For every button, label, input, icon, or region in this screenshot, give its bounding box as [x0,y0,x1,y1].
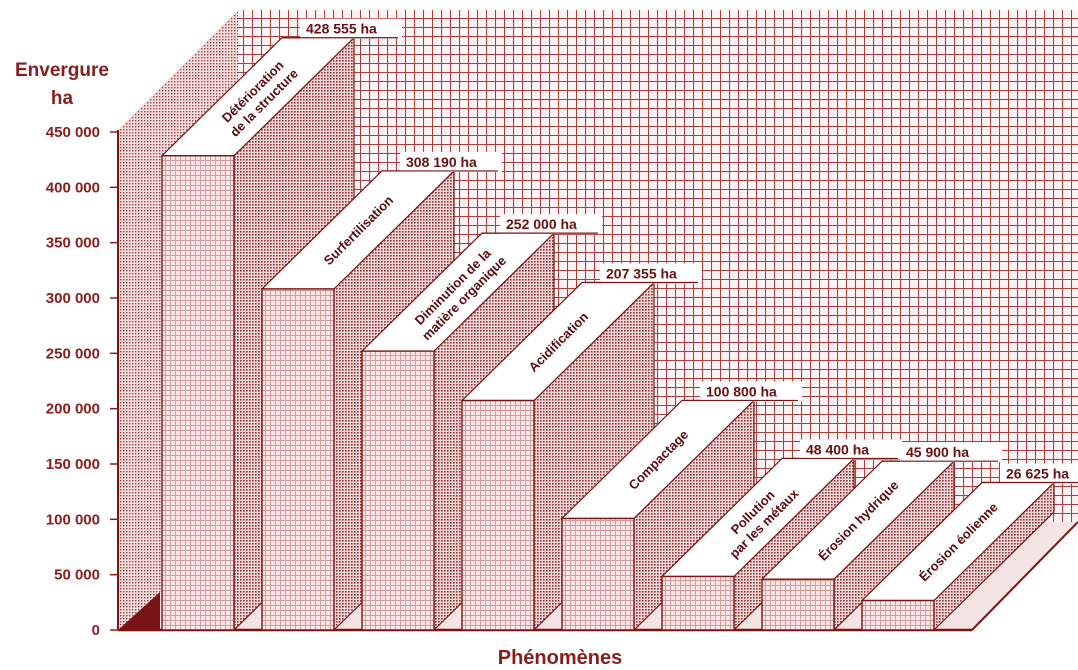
y-tick-label: 200 000 [46,401,100,418]
y-axis-unit: ha [51,88,74,109]
value-label-box [700,381,802,402]
value-label: 45 900 ha [906,444,969,460]
value-label-box [800,439,902,460]
x-axis-title: Phénomènes [498,647,622,669]
bar-front [561,517,635,631]
bar-front [761,578,835,631]
y-tick-label: 150 000 [46,456,100,473]
bar-front [661,575,735,631]
value-label-box [900,442,1002,463]
value-label: 26 625 ha [1006,466,1069,482]
y-tick-label: 50 000 [54,567,100,584]
value-label: 207 355 ha [606,266,677,282]
y-tick-label: 100 000 [46,511,100,528]
value-label: 48 400 ha [806,441,869,457]
floor-shadow [118,592,160,630]
bar-front [261,288,335,631]
value-label: 308 190 ha [406,154,477,170]
y-tick-label: 300 000 [46,290,100,307]
value-label: 100 800 ha [706,383,777,399]
bar-front [461,399,535,631]
y-tick-label: 250 000 [46,345,100,362]
value-label-box [500,214,602,235]
value-label-box [400,151,502,172]
y-tick-label: 350 000 [46,235,100,252]
value-label: 252 000 ha [506,216,577,232]
bar-front [161,155,235,631]
value-label-box [600,263,702,284]
y-axis-title: Envergure [15,60,109,81]
bar-front [361,350,435,631]
value-label-box [300,18,402,39]
floor-right-edge [971,521,1078,631]
y-tick-label: 0 [92,622,100,639]
value-label: 428 555 ha [306,21,377,37]
value-label-box [1000,463,1078,484]
y-tick-label: 400 000 [46,179,100,196]
y-tick-label: 450 000 [46,124,100,141]
bar-front [861,599,935,631]
